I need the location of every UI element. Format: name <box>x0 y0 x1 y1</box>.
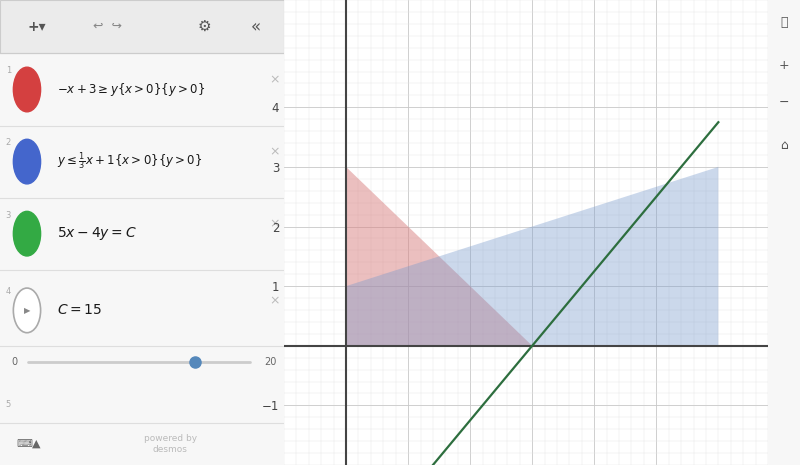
Text: ×: × <box>269 74 279 86</box>
Text: powered by
desmos: powered by desmos <box>144 434 197 454</box>
Text: 4: 4 <box>6 287 11 296</box>
Text: +: + <box>778 59 790 72</box>
Text: ↩  ↪: ↩ ↪ <box>94 20 122 33</box>
Circle shape <box>14 140 41 184</box>
Text: 20: 20 <box>264 357 277 367</box>
Text: «: « <box>250 18 261 36</box>
Text: ▶: ▶ <box>24 306 30 315</box>
Text: $C=15$: $C=15$ <box>57 303 102 318</box>
Text: $y\leq\frac{1}{3}x+1\{x>0\}\{y>0\}$: $y\leq\frac{1}{3}x+1\{x>0\}\{y>0\}$ <box>57 151 202 173</box>
Text: ×: × <box>269 295 279 307</box>
Text: 1: 1 <box>6 66 11 75</box>
Text: ×: × <box>269 146 279 159</box>
Text: −: − <box>778 96 790 109</box>
Text: 0: 0 <box>11 357 18 367</box>
Polygon shape <box>346 167 532 346</box>
Circle shape <box>14 67 41 112</box>
Text: ×: × <box>269 218 279 231</box>
Polygon shape <box>346 167 718 346</box>
Text: 2: 2 <box>6 139 11 147</box>
Circle shape <box>14 211 41 256</box>
FancyBboxPatch shape <box>0 0 284 53</box>
Text: $5x-4y=C$: $5x-4y=C$ <box>57 225 137 242</box>
Text: +▾: +▾ <box>28 20 46 34</box>
Text: ⚙: ⚙ <box>198 19 211 34</box>
Text: 5: 5 <box>6 399 11 409</box>
Text: 3: 3 <box>6 211 11 219</box>
Text: $-x+3\geq y\{x>0\}\{y>0\}$: $-x+3\geq y\{x>0\}\{y>0\}$ <box>57 81 205 98</box>
Text: ⌨▲: ⌨▲ <box>16 439 41 449</box>
Text: 🔧: 🔧 <box>780 16 788 29</box>
Text: ⌂: ⌂ <box>780 139 788 152</box>
Circle shape <box>14 288 41 333</box>
